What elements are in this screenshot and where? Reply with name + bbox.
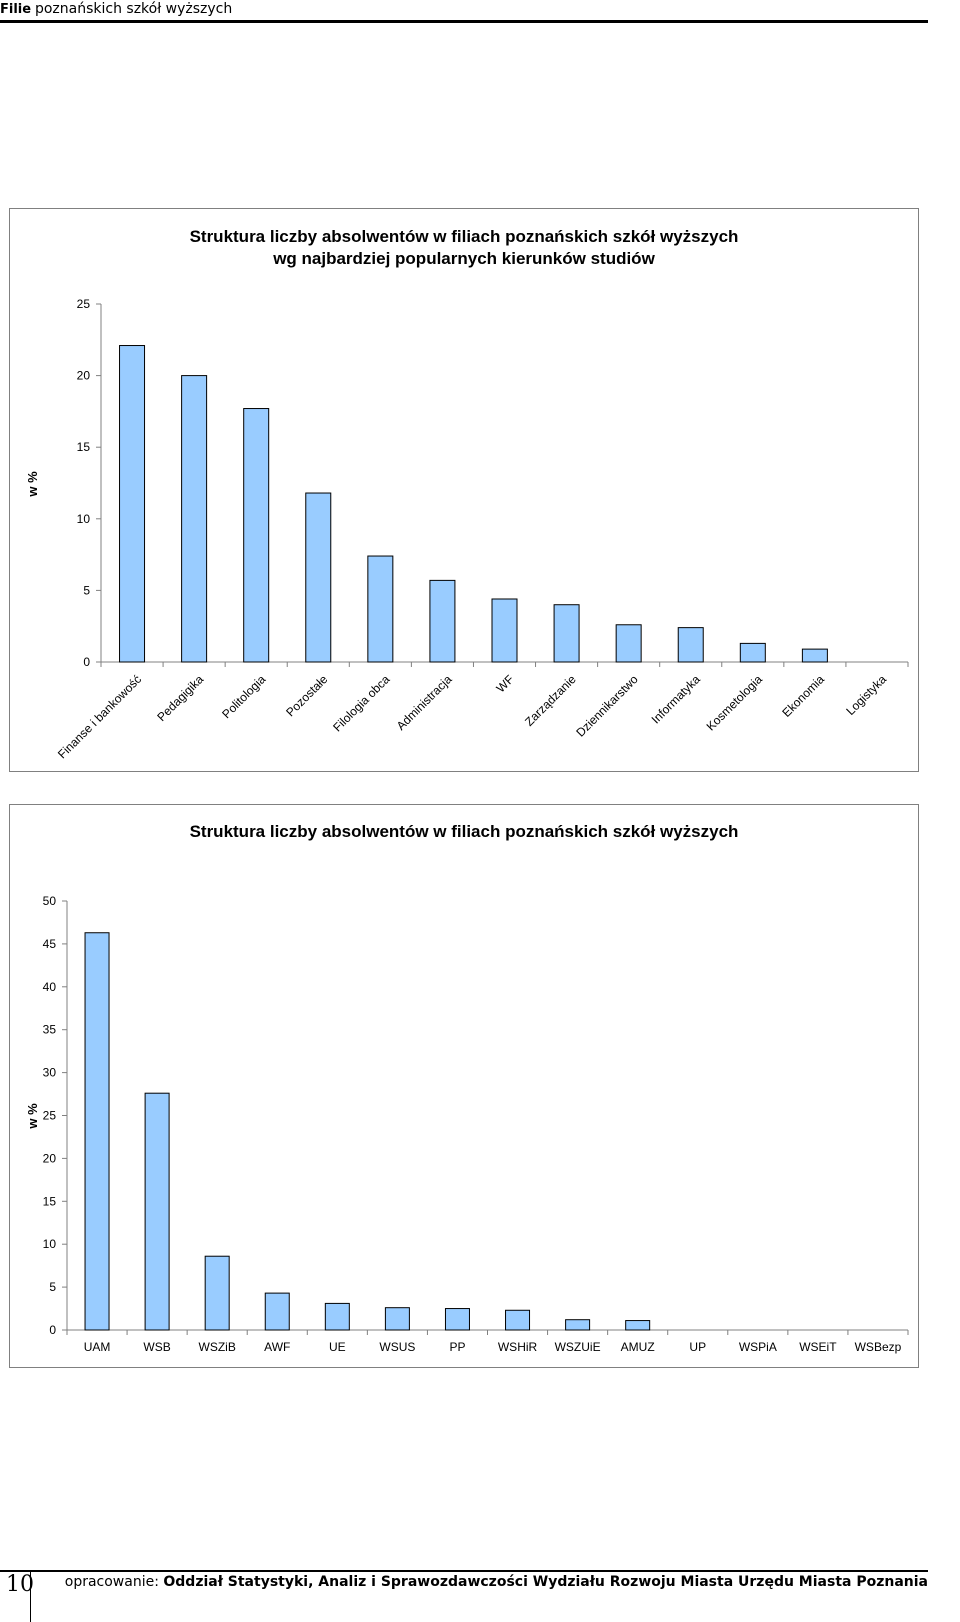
y-tick-label: 0 <box>83 655 90 669</box>
chart-title: wg najbardziej popularnych kierunków stu… <box>272 249 655 268</box>
bar <box>204 1255 230 1331</box>
x-tick-label: WSBezp <box>855 1340 902 1354</box>
bar <box>615 624 642 663</box>
bar <box>144 1092 170 1331</box>
page-header: Filie poznańskich szkół wyższych <box>0 0 928 23</box>
x-tick-label: UE <box>329 1340 346 1354</box>
y-tick-label: 20 <box>43 1151 57 1165</box>
bar <box>444 1308 470 1331</box>
bar <box>243 408 270 663</box>
x-tick-label: Ekonomia <box>779 672 827 720</box>
x-tick-label: Informatyka <box>649 672 703 726</box>
x-tick-label: Zarządzanie <box>522 672 579 729</box>
bar <box>367 555 394 663</box>
bar <box>429 579 456 663</box>
x-tick-label: WSPiA <box>739 1340 777 1354</box>
chart-2-svg: Struktura liczby absolwentów w filiach p… <box>25 822 909 1354</box>
x-tick-label: UAM <box>84 1340 111 1354</box>
bar <box>324 1302 350 1331</box>
y-tick-label: 15 <box>77 440 91 454</box>
y-tick-label: 40 <box>43 980 57 994</box>
x-tick-label: Dziennikarstwo <box>573 672 641 740</box>
chart-title: Struktura liczby absolwentów w filiach p… <box>190 227 739 246</box>
x-tick-label: AWF <box>264 1340 290 1354</box>
y-tick-label: 45 <box>43 937 57 951</box>
header-bold-text: Filie <box>0 2 32 17</box>
bar <box>565 1319 591 1331</box>
bar <box>739 642 766 663</box>
footer-divider <box>0 1570 928 1572</box>
footer-credit-source: Oddział Statystyki, Analiz i Sprawozdawc… <box>163 1574 928 1590</box>
y-tick-label: 20 <box>77 369 91 383</box>
x-tick-label: WSUS <box>379 1340 415 1354</box>
bar <box>553 604 580 663</box>
x-tick-label: Logistyka <box>843 672 889 718</box>
y-tick-label: 30 <box>43 1066 57 1080</box>
bar <box>801 648 828 663</box>
bar <box>505 1309 531 1331</box>
y-axis-label: w % <box>25 471 40 498</box>
bar <box>625 1320 651 1331</box>
chart-1-svg: Struktura liczby absolwentów w filiach p… <box>25 227 909 761</box>
y-tick-label: 25 <box>43 1109 57 1123</box>
bar <box>119 345 146 663</box>
chart-title: Struktura liczby absolwentów w filiach p… <box>190 822 739 841</box>
x-tick-label: WSHiR <box>498 1340 538 1354</box>
footer-credit: opracowanie: Oddział Statystyki, Analiz … <box>65 1574 928 1590</box>
y-tick-label: 25 <box>77 297 91 311</box>
header-text: poznańskich szkół wyższych <box>34 1 233 17</box>
y-tick-label: 15 <box>43 1194 57 1208</box>
page-number: 10 <box>6 1572 34 1597</box>
x-tick-label: Pedagigika <box>154 672 206 724</box>
x-tick-label: WSEiT <box>799 1340 837 1354</box>
bar <box>305 492 332 663</box>
x-tick-label: Politologia <box>219 672 268 721</box>
chart-2-frame: Struktura liczby absolwentów w filiach p… <box>9 804 919 1368</box>
y-tick-label: 10 <box>43 1237 57 1251</box>
bar <box>491 598 518 663</box>
y-tick-label: 5 <box>49 1280 56 1294</box>
y-tick-label: 35 <box>43 1023 57 1037</box>
bar <box>181 375 208 663</box>
x-tick-label: UP <box>689 1340 706 1354</box>
bar <box>84 932 110 1331</box>
bar <box>384 1307 410 1331</box>
x-tick-label: Finanse i bankowość <box>55 672 144 761</box>
x-tick-label: AMUZ <box>621 1340 655 1354</box>
x-tick-label: WSZiB <box>199 1340 236 1354</box>
x-tick-label: WSB <box>143 1340 170 1354</box>
y-tick-label: 5 <box>83 583 90 597</box>
y-tick-label: 10 <box>77 512 91 526</box>
x-tick-label: Filologia obca <box>330 672 392 734</box>
y-tick-label: 0 <box>49 1323 56 1337</box>
page-number-box <box>0 1570 31 1622</box>
x-tick-label: PP <box>449 1340 465 1354</box>
bar <box>677 627 704 663</box>
x-tick-label: Kosmetologia <box>704 672 766 734</box>
footer-credit-prefix: opracowanie: <box>64 1574 164 1590</box>
bar <box>264 1292 290 1331</box>
y-axis-label: w % <box>25 1103 40 1130</box>
x-tick-label: WF <box>494 672 517 695</box>
y-tick-label: 50 <box>43 894 57 908</box>
x-tick-label: Pozostałe <box>283 672 330 719</box>
chart-1-frame: Struktura liczby absolwentów w filiach p… <box>9 208 919 772</box>
x-tick-label: Administracja <box>394 672 455 733</box>
x-tick-label: WSZUiE <box>555 1340 601 1354</box>
